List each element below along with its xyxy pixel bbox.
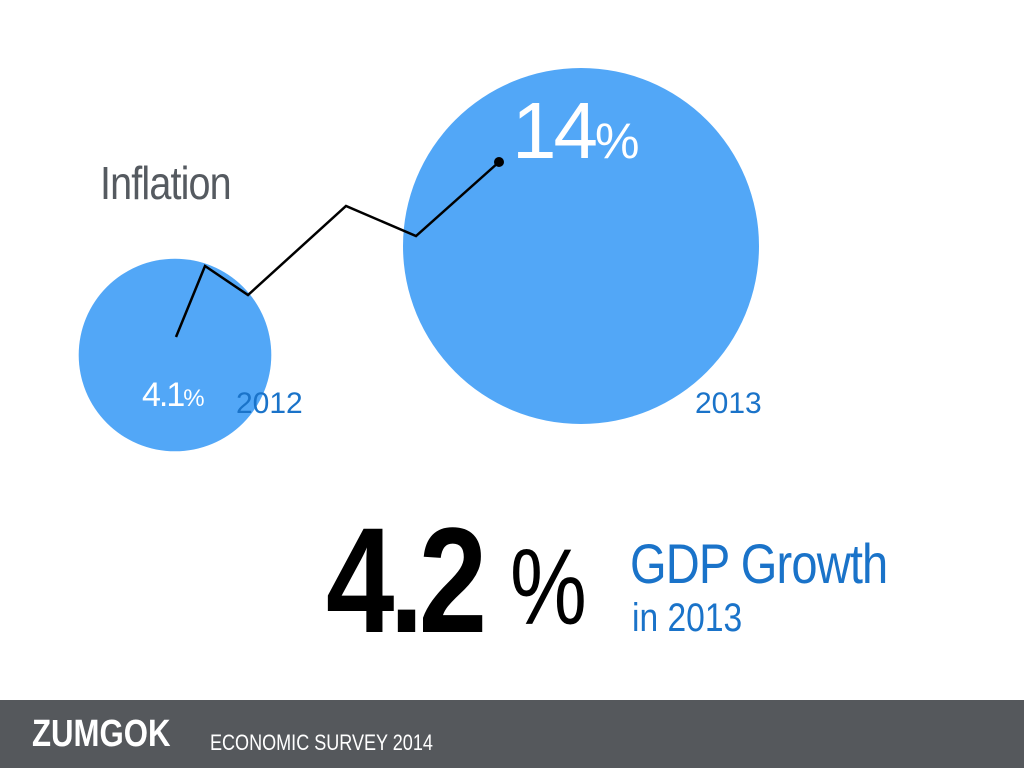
bubble-2013	[403, 68, 759, 424]
gdp-percent-sign: %	[510, 526, 587, 647]
bubble-value-2012-unit: %	[183, 385, 204, 412]
bubble-value-2013-unit: %	[595, 113, 639, 169]
year-label-2013: 2013	[695, 387, 762, 420]
gdp-value: 4.2	[326, 496, 487, 664]
gdp-label: GDP Growth	[630, 532, 888, 595]
bubble-value-2013: 14%	[512, 86, 639, 175]
gdp-label-rest: Growth	[740, 532, 888, 595]
year-label-2012: 2012	[236, 387, 303, 420]
trend-line-end-dot	[494, 157, 504, 167]
gdp-label-strong: GDP	[630, 532, 729, 595]
footer-subtitle: ECONOMIC SURVEY 2014	[210, 730, 433, 755]
inflation-trend-line	[174, 161, 500, 338]
brand-name: ZUMGOK	[32, 713, 171, 755]
gdp-sub-label: in 2013	[632, 596, 743, 640]
inflation-title: Inflation	[100, 157, 232, 209]
footer-bar	[0, 700, 1024, 768]
bubble-value-2012: 4.1%	[142, 376, 205, 414]
inflation-bubble-chart: 4.1% 14% 2012 2013	[78, 68, 762, 452]
bubble-2012	[78, 258, 272, 452]
bubble-value-2012-number: 4.1	[142, 376, 184, 414]
bubble-value-2013-number: 14	[512, 86, 596, 175]
